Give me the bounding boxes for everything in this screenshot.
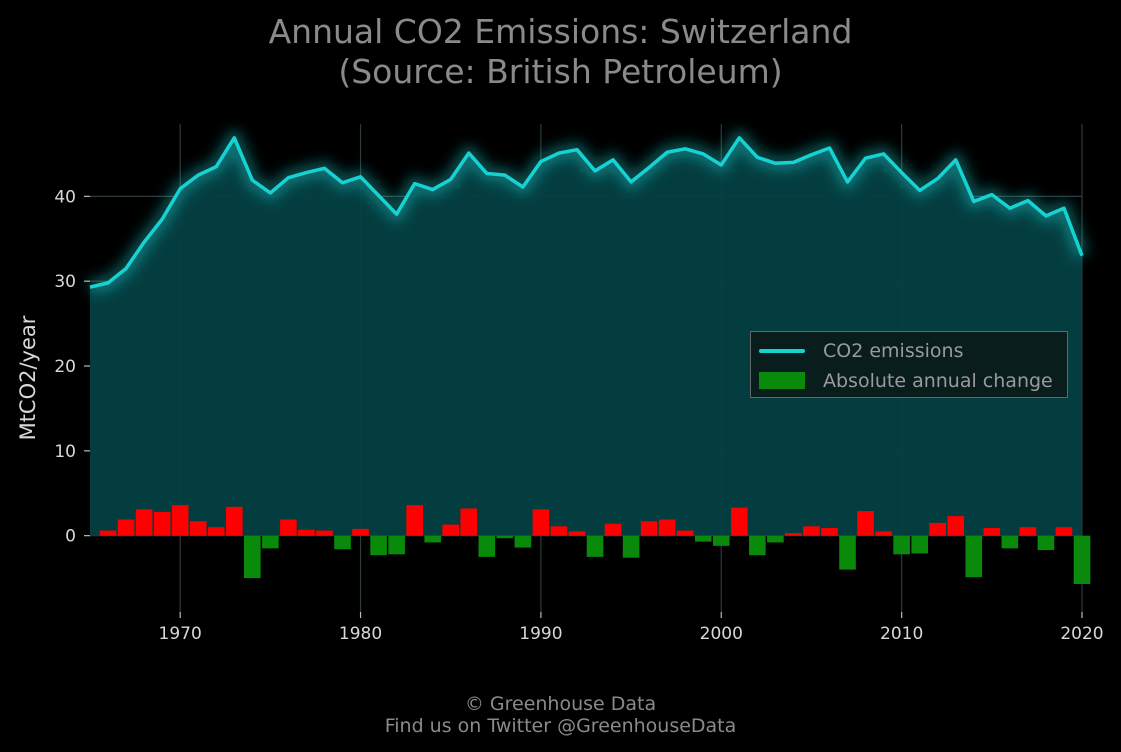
y-tick-label: 20 (54, 357, 76, 377)
area-fill (90, 137, 1082, 536)
change-bar (749, 535, 766, 556)
bars (99, 505, 1091, 585)
change-bar (135, 509, 153, 536)
change-bar (676, 530, 694, 536)
change-bar (785, 533, 802, 536)
axes: 1970 1980 1990 2000 2010 2020 0 10 20 30 40 MtCO2/y… (16, 187, 1104, 644)
change-bar (1055, 527, 1073, 536)
change-bar (622, 535, 640, 558)
change-bar (694, 535, 712, 542)
change-bar (929, 522, 947, 536)
change-bar (460, 508, 478, 536)
change-bar (171, 505, 189, 536)
change-bar (352, 528, 369, 536)
legend-item-line: CO2 emissions (751, 336, 1067, 364)
footer-twitter: Find us on Twitter @GreenhouseData (384, 715, 737, 737)
change-bar (983, 528, 1001, 536)
change-bar (911, 535, 928, 554)
change-bar (1073, 535, 1091, 585)
legend: CO2 emissions Absolute annual change (750, 331, 1068, 398)
y-axis-label: MtCO2/year (16, 315, 40, 440)
change-bar (388, 535, 405, 555)
change-bar (731, 507, 748, 536)
change-bar (334, 535, 351, 550)
emissions-line (88, 129, 1090, 295)
change-bar (117, 519, 135, 536)
legend-item-bar: Absolute annual change (751, 366, 1067, 394)
chart-subtitle: (Source: British Petroleum) (338, 52, 783, 91)
change-bar (839, 535, 856, 570)
change-bar (1019, 527, 1037, 536)
change-bar (316, 530, 333, 536)
x-tick-label: 1970 (159, 624, 202, 644)
change-bar (1001, 535, 1019, 549)
change-bar (821, 528, 838, 536)
legend-label-bar: Absolute annual change (823, 370, 1053, 392)
chart-title: Annual CO2 Emissions: Switzerland (268, 12, 853, 51)
change-bar (280, 519, 297, 536)
emissions-area (90, 137, 1082, 536)
y-tick-label: 10 (54, 442, 76, 462)
change-bar (965, 535, 983, 578)
change-bar (514, 535, 532, 548)
change-bar (244, 535, 261, 579)
change-bar (658, 519, 676, 536)
change-bar (712, 535, 730, 546)
change-bar (640, 521, 658, 536)
change-bar (893, 535, 910, 555)
change-bar (478, 535, 496, 557)
emissions-line-path (89, 136, 1084, 289)
change-bar (568, 531, 586, 536)
change-bar (225, 506, 243, 536)
change-bar (550, 526, 568, 536)
change-bar (803, 526, 820, 536)
x-tick-label: 1990 (519, 624, 562, 644)
x-tick-label: 1980 (339, 624, 382, 644)
change-bar (207, 527, 225, 536)
y-tick-label: 40 (54, 187, 76, 207)
change-bar (857, 511, 874, 536)
change-bar (406, 505, 423, 536)
change-bar (189, 521, 207, 536)
legend-label-line: CO2 emissions (823, 340, 964, 362)
change-bar (1037, 535, 1055, 551)
change-bar (767, 535, 784, 543)
footer-credit: © Greenhouse Data (464, 693, 657, 715)
change-bar (262, 535, 279, 549)
change-bar (370, 535, 387, 556)
y-tick-label: 30 (54, 272, 76, 292)
change-bar (496, 535, 514, 539)
legend-line-swatch (759, 349, 805, 353)
legend-bar-swatch (759, 372, 805, 389)
x-tick-label: 2020 (1060, 624, 1103, 644)
change-bar (532, 509, 550, 536)
change-bar (153, 511, 171, 536)
change-bar (424, 535, 441, 543)
y-tick-label: 0 (65, 527, 76, 547)
change-bar (947, 516, 965, 536)
change-bar (875, 531, 892, 536)
change-bar (442, 524, 460, 536)
change-bar (99, 530, 117, 536)
change-bar (604, 523, 622, 536)
x-tick-label: 2010 (880, 624, 923, 644)
change-bar (298, 529, 315, 536)
x-tick-label: 2000 (700, 624, 743, 644)
change-bar (586, 535, 604, 557)
